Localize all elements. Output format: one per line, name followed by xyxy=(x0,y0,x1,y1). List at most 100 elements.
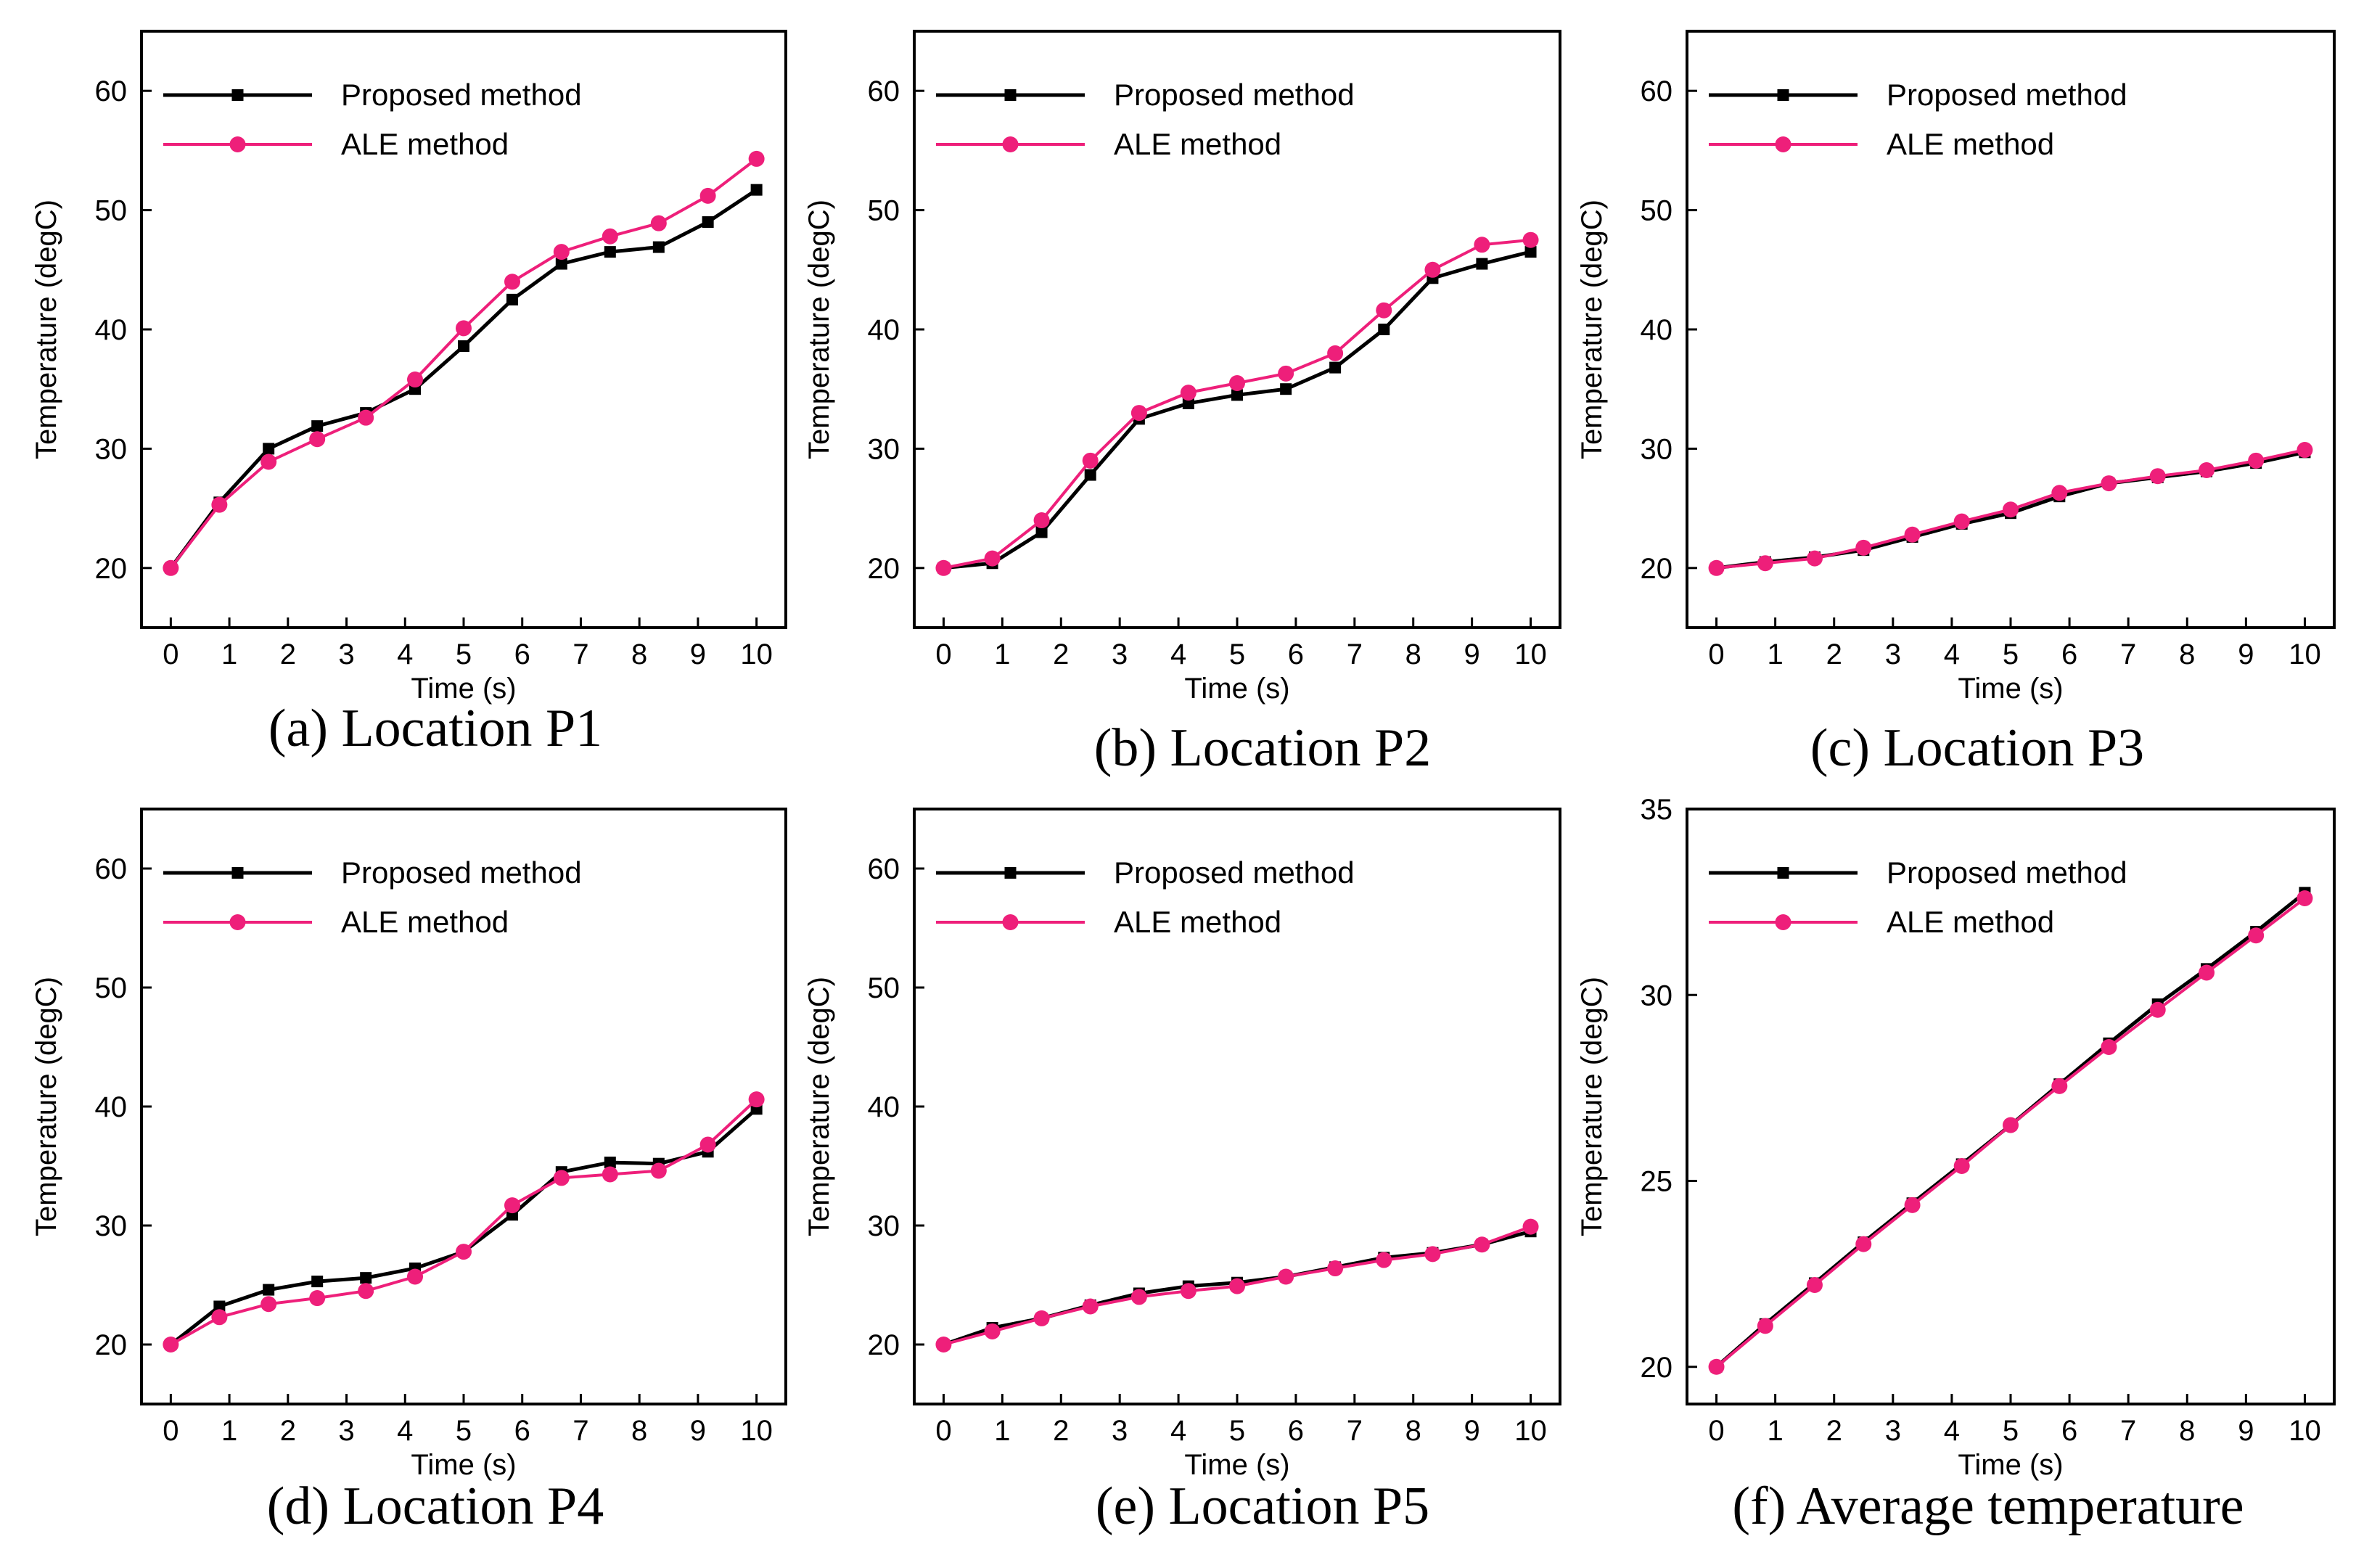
x-tick-label: 8 xyxy=(631,639,647,670)
y-axis-title: Temperature (degC) xyxy=(30,977,62,1236)
legend-marker-square xyxy=(231,867,244,879)
y-tick-label: 30 xyxy=(1641,980,1673,1011)
y-tick-label: 20 xyxy=(95,553,128,585)
data-point-ale xyxy=(553,1170,570,1186)
x-tick-label: 8 xyxy=(631,1415,647,1447)
x-tick-label: 7 xyxy=(572,639,588,670)
x-tick-label: 8 xyxy=(1405,639,1421,670)
data-point-ale xyxy=(1082,1298,1099,1315)
data-point-proposed xyxy=(263,1284,275,1296)
data-point-ale xyxy=(748,1091,765,1108)
data-point-proposed xyxy=(1329,361,1342,374)
data-point-proposed xyxy=(1280,383,1292,395)
y-tick-label: 50 xyxy=(868,195,900,227)
legend-label: Proposed method xyxy=(1114,855,1355,890)
data-point-ale xyxy=(935,559,952,576)
legend-label: ALE method xyxy=(1114,905,1281,939)
legend-label: Proposed method xyxy=(341,78,582,112)
x-tick-label: 9 xyxy=(690,639,706,670)
data-point-ale xyxy=(406,372,423,388)
plot-frame xyxy=(913,808,1561,1405)
plot-frame xyxy=(140,808,787,1405)
x-tick-label: 2 xyxy=(1826,1415,1842,1447)
legend-label: ALE method xyxy=(1114,127,1281,161)
series-line-ale xyxy=(170,1098,758,1346)
panel-caption: (b) Location P2 xyxy=(1094,718,1431,778)
data-point-ale xyxy=(1278,1268,1294,1285)
data-point-ale xyxy=(2101,1039,2117,1055)
series-line-proposed xyxy=(943,250,1532,570)
plot-frame xyxy=(913,30,1561,629)
x-tick-label: 2 xyxy=(1826,639,1842,670)
y-tick-label: 35 xyxy=(1641,794,1673,826)
data-point-proposed xyxy=(555,258,567,270)
y-axis-title: Temperature (degC) xyxy=(30,200,62,459)
legend-label: Proposed method xyxy=(1114,78,1355,112)
x-tick-label: 10 xyxy=(2289,1415,2321,1447)
data-point-ale xyxy=(2248,452,2265,469)
x-tick-label: 9 xyxy=(2238,1415,2254,1447)
data-point-proposed xyxy=(652,241,665,253)
x-tick-label: 8 xyxy=(2179,639,2195,670)
legend-item-proposed: Proposed method xyxy=(163,855,582,890)
data-point-proposed xyxy=(1476,258,1488,270)
data-point-ale xyxy=(2003,1117,2019,1133)
legend-marker-circle xyxy=(1775,136,1791,152)
x-tick-label: 1 xyxy=(221,639,237,670)
legend-marker-square xyxy=(1004,89,1017,101)
data-point-ale xyxy=(2051,1078,2068,1094)
data-point-ale xyxy=(1376,1252,1392,1268)
data-point-proposed xyxy=(604,246,616,258)
legend-label: Proposed method xyxy=(1887,78,2127,112)
legend-label: ALE method xyxy=(341,127,509,161)
x-tick-label: 0 xyxy=(935,639,951,670)
x-tick-label: 10 xyxy=(1514,639,1547,670)
data-point-ale xyxy=(1757,555,1773,572)
data-point-ale xyxy=(2297,890,2313,906)
x-tick-label: 3 xyxy=(338,1415,354,1447)
x-tick-label: 4 xyxy=(397,1415,413,1447)
legend-item-ale: ALE method xyxy=(936,127,1281,161)
data-point-ale xyxy=(699,187,716,204)
data-point-ale xyxy=(2297,442,2313,459)
data-point-proposed xyxy=(311,1276,324,1288)
x-tick-label: 9 xyxy=(2238,639,2254,670)
legend-label: ALE method xyxy=(1887,127,2054,161)
data-point-ale xyxy=(1757,1318,1773,1334)
x-tick-label: 0 xyxy=(163,639,178,670)
y-tick-label: 50 xyxy=(95,195,128,227)
x-tick-label: 3 xyxy=(338,639,354,670)
data-point-ale xyxy=(2248,927,2265,944)
data-point-ale xyxy=(748,150,765,167)
x-axis-title: Time (s) xyxy=(1184,1449,1289,1481)
data-point-proposed xyxy=(604,1157,616,1169)
x-tick-label: 9 xyxy=(1464,1415,1480,1447)
y-tick-label: 20 xyxy=(1641,553,1673,585)
legend-item-proposed: Proposed method xyxy=(1709,855,2127,890)
data-point-ale xyxy=(1033,1310,1050,1326)
data-point-ale xyxy=(260,453,277,470)
x-tick-label: 4 xyxy=(1944,639,1960,670)
x-axis-title: Time (s) xyxy=(1184,673,1289,705)
x-tick-label: 8 xyxy=(2179,1415,2195,1447)
x-tick-label: 4 xyxy=(1170,1415,1186,1447)
data-point-ale xyxy=(2051,485,2068,501)
chart-panel-a: 0 1 2 3 4 5 6 7 8 9 10 20 30 40 50 60 Time (s) Temperatur… xyxy=(30,30,787,758)
x-axis-title: Time (s) xyxy=(411,673,516,705)
legend-item-ale: ALE method xyxy=(163,905,509,939)
x-tick-label: 6 xyxy=(514,1415,530,1447)
legend-item-ale: ALE method xyxy=(1709,905,2054,939)
data-point-ale xyxy=(456,320,472,337)
data-point-ale xyxy=(650,1162,667,1179)
legend-marker-square xyxy=(1777,89,1789,101)
x-tick-label: 5 xyxy=(2003,639,2019,670)
panel-caption: (e) Location P5 xyxy=(1096,1477,1429,1536)
x-tick-label: 1 xyxy=(994,639,1010,670)
data-point-ale xyxy=(1082,452,1099,469)
x-axis-title: Time (s) xyxy=(1958,673,2063,705)
data-point-ale xyxy=(1522,231,1539,248)
series-line-ale xyxy=(169,157,758,570)
data-point-ale xyxy=(984,1323,1001,1339)
data-point-proposed xyxy=(750,184,763,196)
y-tick-label: 50 xyxy=(868,972,900,1004)
